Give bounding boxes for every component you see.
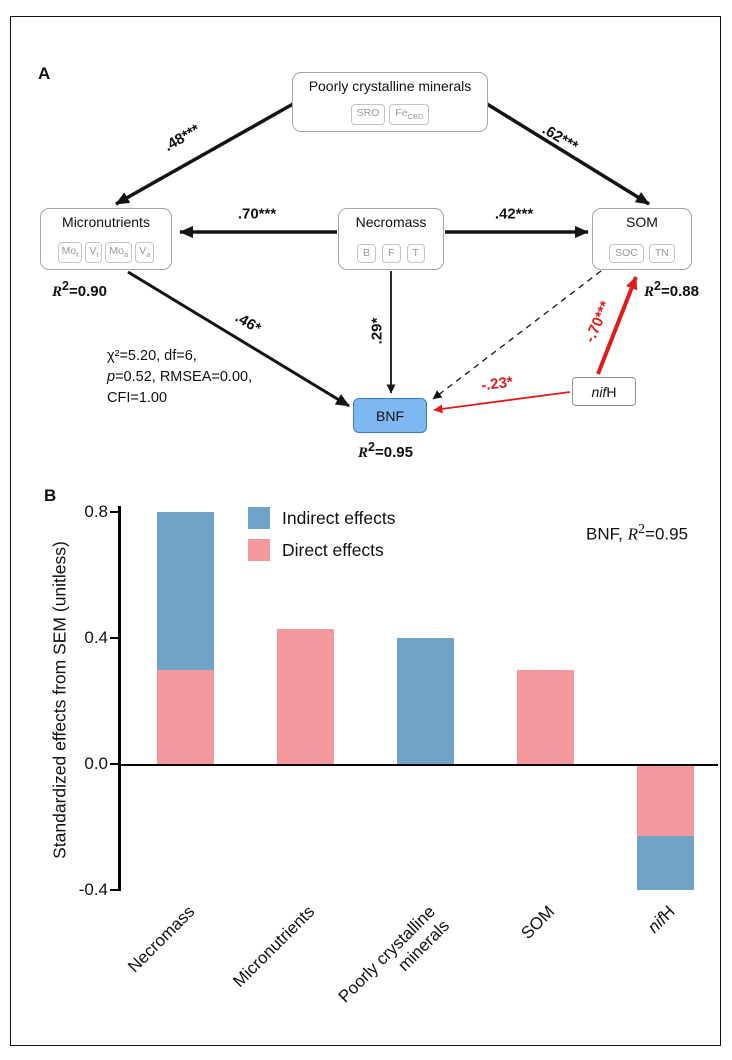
zero-baseline [118,763,718,766]
node-bnf: BNF [353,398,427,433]
node-title-pcm: Poorly crystalline minerals [308,78,472,94]
indicator-t: T [406,243,425,263]
legend-label-indirect: Indirect effects [282,507,396,528]
y-tick-label: 0.8 [84,502,108,521]
bar-segment-direct-effects [636,764,694,837]
indicator-f: F [382,243,401,263]
panel-a-label: A [38,64,51,83]
legend-swatch-indirect [248,507,270,529]
node-title-som: SOM [626,214,658,230]
legend-item-indirect-effects: Indirect effects [248,507,396,529]
path-label-pcm-to-som: .62*** [539,120,581,156]
indicator-fe-cbd: FeCBD [389,104,430,125]
y-axis-label: Standardized effects from SEM (unitless) [49,541,70,859]
legend-swatch-direct [248,539,270,561]
fit-stats-line-2: p=0.52, RMSEA=0.00, [107,369,253,385]
y-tick-mark [110,889,119,892]
bar-segment-direct-effects [156,669,214,764]
node-title-necromass: Necromass [355,214,427,230]
fit-stats-line-3: CFI=1.00 [107,390,168,406]
y-tick-label: 0.0 [84,754,108,773]
path-pcm-to-som [486,102,650,206]
panel-b-label: B [44,486,57,505]
bar-segment-indirect-effects [636,836,694,890]
y-tick-label: 0.4 [84,628,108,647]
bar-segment-direct-effects [516,669,574,764]
indicator-b: B [357,243,377,263]
y-axis-line [118,506,121,891]
bar-segment-indirect-effects [156,512,214,670]
path-label-necromass-to-som: .42*** [494,205,534,223]
legend-item-direct-effects: Direct effects [248,539,384,561]
path-pcm-to-micronutrients [115,102,294,206]
indicator-v-a: Va [135,242,155,263]
node-title-micronutrients: Micronutrients [62,214,150,230]
path-label-nifh-to-bnf: -.23* [480,373,514,395]
bar-segment-indirect-effects [396,638,454,764]
path-label-necromass-to-micronutrients: .70*** [237,205,277,223]
node-necromass: Necromass B F T [338,208,444,270]
node-som: SOM SOC TN [592,208,692,270]
bar-segment-direct-effects [276,628,334,764]
path-label-necromass-to-bnf: .29* [368,317,386,345]
indicator-mo-t: Mot [57,242,83,263]
bnf-r2-annotation: BNF, R2=0.95 [586,521,689,544]
y-tick-label: -0.4 [78,880,108,899]
r-squared-bnf: R2=0.95 [358,440,413,461]
plot-area [120,503,718,898]
r-squared-micronutrients: R2=0.90 [52,279,107,300]
indicator-tn: TN [648,243,675,263]
node-nifh: nif H [572,377,636,406]
model-fit-statistics: χ²=5.20, df=6, p=0.52, RMSEA=0.00, CFI=1… [107,346,252,409]
indicator-soc: SOC [609,243,644,263]
legend-label-direct: Direct effects [282,539,384,560]
indicator-sro: SRO [350,104,386,125]
path-label-micronutrients-to-bnf: .46* [232,308,264,338]
fit-stats-line-1: χ²=5.20, df=6, [107,348,197,364]
y-tick-mark [110,637,119,640]
path-label-nifh-to-som: -.70*** [581,298,615,346]
node-poorly-crystalline-minerals: Poorly crystalline minerals SRO FeCBD [292,72,488,132]
node-micronutrients: Micronutrients Mot Vt Moa Va [40,208,172,270]
y-tick-mark [110,511,119,514]
y-tick-mark [110,763,119,766]
indicator-mo-a: Moa [105,242,133,263]
indicator-v-t: Vt [85,242,103,263]
path-label-pcm-to-micronutrients: .48*** [161,121,203,155]
r-squared-som: R2=0.88 [644,279,699,300]
path-nifh-to-bnf [433,391,571,414]
